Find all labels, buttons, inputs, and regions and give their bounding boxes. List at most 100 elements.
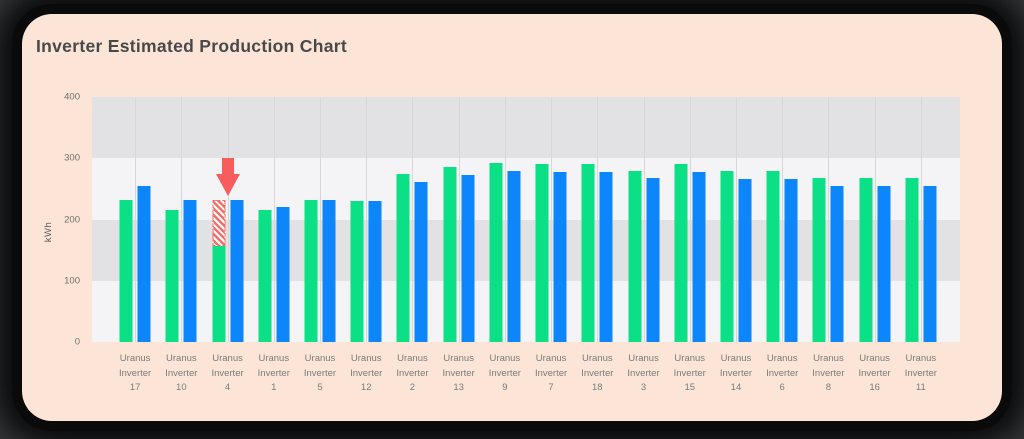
highlighted-bar-column [212, 97, 226, 342]
bar-blue[interactable] [830, 185, 844, 342]
bar-group [528, 97, 574, 342]
bar-green[interactable] [720, 171, 734, 342]
bar-pair [674, 97, 706, 342]
bar-blue[interactable] [692, 171, 706, 342]
bar-pair [258, 97, 290, 342]
bar-green[interactable] [581, 164, 595, 342]
bar-green[interactable] [258, 210, 272, 342]
bar-pair [766, 97, 798, 342]
bar-green[interactable] [628, 171, 642, 342]
category-label: Uranus Inverter 14 [719, 353, 753, 394]
bar-group [667, 97, 713, 342]
bar-pair [304, 97, 336, 342]
arrow-head [215, 173, 240, 196]
bar-group [204, 97, 250, 342]
category-gridline [504, 97, 506, 342]
bar-green[interactable] [905, 178, 919, 342]
category-gridline [551, 97, 553, 342]
category-gridline [782, 97, 784, 342]
bar-green[interactable] [396, 174, 410, 342]
bar-green[interactable] [674, 164, 688, 342]
bar-blue[interactable] [322, 199, 336, 342]
category-label: Uranus Inverter 15 [673, 353, 706, 394]
category-label: Uranus Inverter 11 [904, 353, 937, 394]
category-gridline [874, 97, 876, 342]
bar-green[interactable] [304, 199, 318, 342]
bar-blue[interactable] [553, 171, 567, 342]
bar-pair [628, 97, 660, 342]
bar-group [574, 97, 620, 342]
bar-green[interactable] [119, 199, 133, 342]
y-tick-label: 200 [64, 214, 80, 225]
category-gridline [920, 97, 922, 342]
bar-group [389, 97, 435, 342]
bar-green[interactable] [165, 210, 179, 342]
category-gridline [412, 97, 414, 342]
bar-blue[interactable] [276, 207, 290, 342]
bar-blue[interactable] [784, 179, 798, 342]
category-label: Uranus Inverter 18 [581, 353, 614, 394]
bar-blue[interactable] [137, 185, 151, 342]
bar-blue[interactable] [877, 185, 891, 342]
bar-blue[interactable] [507, 170, 521, 342]
bar-green-solid[interactable] [212, 245, 226, 342]
bar-green[interactable] [443, 166, 457, 342]
arrow-shaft [221, 157, 234, 174]
bar-group [297, 97, 343, 342]
category-label: Uranus Inverter 7 [534, 353, 568, 394]
red-down-arrow-icon [215, 157, 240, 196]
chart-card: Inverter Estimated Production Chart kWh … [22, 14, 1002, 421]
bar-group [620, 97, 666, 342]
category-gridline [458, 97, 460, 342]
category-gridline [597, 97, 599, 342]
bar-blue[interactable] [599, 171, 613, 342]
bar-pair [212, 97, 244, 342]
bar-green[interactable] [489, 163, 503, 342]
category-label: Uranus Inverter 13 [442, 353, 475, 394]
category-label: Uranus Inverter 4 [211, 353, 244, 394]
category-label: Uranus Inverter 2 [396, 353, 429, 394]
bar-green[interactable] [535, 164, 549, 342]
chart: kWh 400 300 200 100 0 [43, 92, 960, 348]
bar-group [251, 97, 297, 342]
bar-blue[interactable] [461, 174, 475, 342]
y-tick-label: 400 [64, 91, 80, 103]
bar-green[interactable] [859, 178, 873, 342]
bar-blue[interactable] [646, 178, 660, 342]
bar-pair [119, 97, 151, 342]
bar-blue[interactable] [230, 199, 244, 342]
y-axis-label: kWh [42, 221, 54, 243]
bar-blue[interactable] [183, 199, 197, 342]
bar-pair [443, 97, 475, 342]
hatched-deficit-segment[interactable] [212, 199, 226, 246]
bar-green[interactable] [766, 171, 780, 342]
category-label: Uranus Inverter 8 [812, 353, 845, 394]
category-label: Uranus Inverter 12 [350, 353, 383, 394]
bar-group [158, 97, 204, 342]
bar-green[interactable] [350, 201, 364, 342]
bar-groups [92, 97, 960, 342]
bar-group [759, 97, 805, 342]
category-gridline [366, 97, 368, 342]
category-gridline [689, 97, 691, 342]
category-label: Uranus Inverter 9 [488, 353, 521, 394]
bar-group [805, 97, 851, 342]
bar-blue[interactable] [414, 181, 428, 342]
category-gridline [735, 97, 737, 342]
bar-blue[interactable] [923, 186, 937, 342]
bar-green[interactable] [812, 178, 826, 342]
bar-blue[interactable] [368, 201, 382, 342]
bar-pair [350, 97, 382, 342]
category-label: Uranus Inverter 1 [257, 353, 290, 394]
category-label: Uranus Inverter 5 [303, 353, 337, 394]
bar-group [713, 97, 759, 342]
bar-pair [535, 97, 567, 342]
bar-pair [905, 97, 937, 342]
plot-band [92, 97, 960, 159]
y-tick-label: 100 [64, 275, 80, 287]
category-gridline [319, 97, 321, 342]
bar-blue[interactable] [738, 179, 752, 342]
y-tick-label: 0 [74, 336, 80, 348]
bar-pair [396, 97, 428, 342]
bar-group [482, 97, 528, 342]
